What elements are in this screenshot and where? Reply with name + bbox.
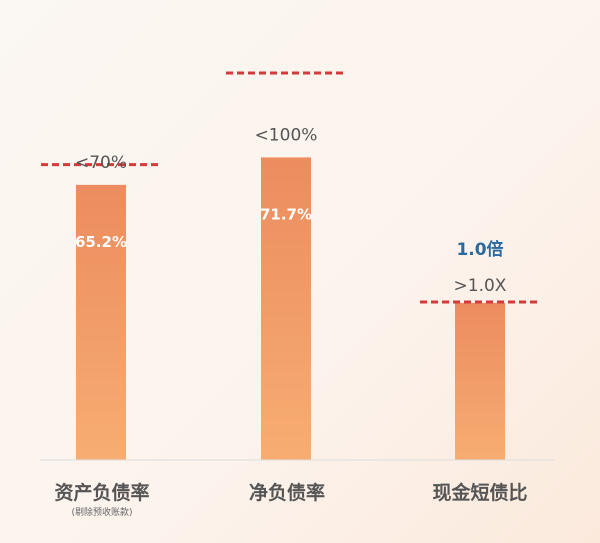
bar xyxy=(261,157,311,460)
data-label: 65.2% xyxy=(75,233,127,251)
category-label: 资产负债率 xyxy=(54,482,150,504)
category-label: 净负债率 xyxy=(248,482,325,504)
data-label: 1.0倍 xyxy=(456,239,503,260)
category-note: (剔除预收账款) xyxy=(71,508,133,518)
data-label: 71.7% xyxy=(260,205,312,223)
threshold-label: >1.0X xyxy=(454,276,507,296)
threshold-label: <100% xyxy=(255,125,318,145)
threshold-label: <70% xyxy=(75,153,127,173)
bar xyxy=(76,184,126,460)
bar xyxy=(455,303,505,460)
category-label: 现金短债比 xyxy=(432,482,528,504)
